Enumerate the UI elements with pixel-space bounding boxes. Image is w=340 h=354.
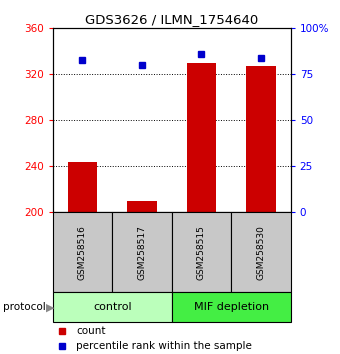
Text: MIF depletion: MIF depletion (194, 302, 269, 312)
Text: ▶: ▶ (46, 302, 54, 312)
Bar (187, 63, 216, 212)
Text: protocol: protocol (3, 302, 46, 312)
Bar (112, 212, 172, 292)
Bar (127, 201, 157, 212)
Text: count: count (76, 326, 106, 336)
Bar (53, 212, 112, 292)
Text: GSM258515: GSM258515 (197, 225, 206, 280)
Text: GSM258517: GSM258517 (137, 225, 147, 280)
Bar (53, 292, 172, 322)
Title: GDS3626 / ILMN_1754640: GDS3626 / ILMN_1754640 (85, 13, 258, 26)
Bar (246, 66, 276, 212)
Text: GSM258530: GSM258530 (256, 225, 266, 280)
Bar (231, 212, 291, 292)
Text: percentile rank within the sample: percentile rank within the sample (76, 341, 252, 351)
Bar (68, 162, 97, 212)
Bar (172, 212, 231, 292)
Text: GSM258516: GSM258516 (78, 225, 87, 280)
Text: control: control (93, 302, 132, 312)
Bar (172, 292, 291, 322)
